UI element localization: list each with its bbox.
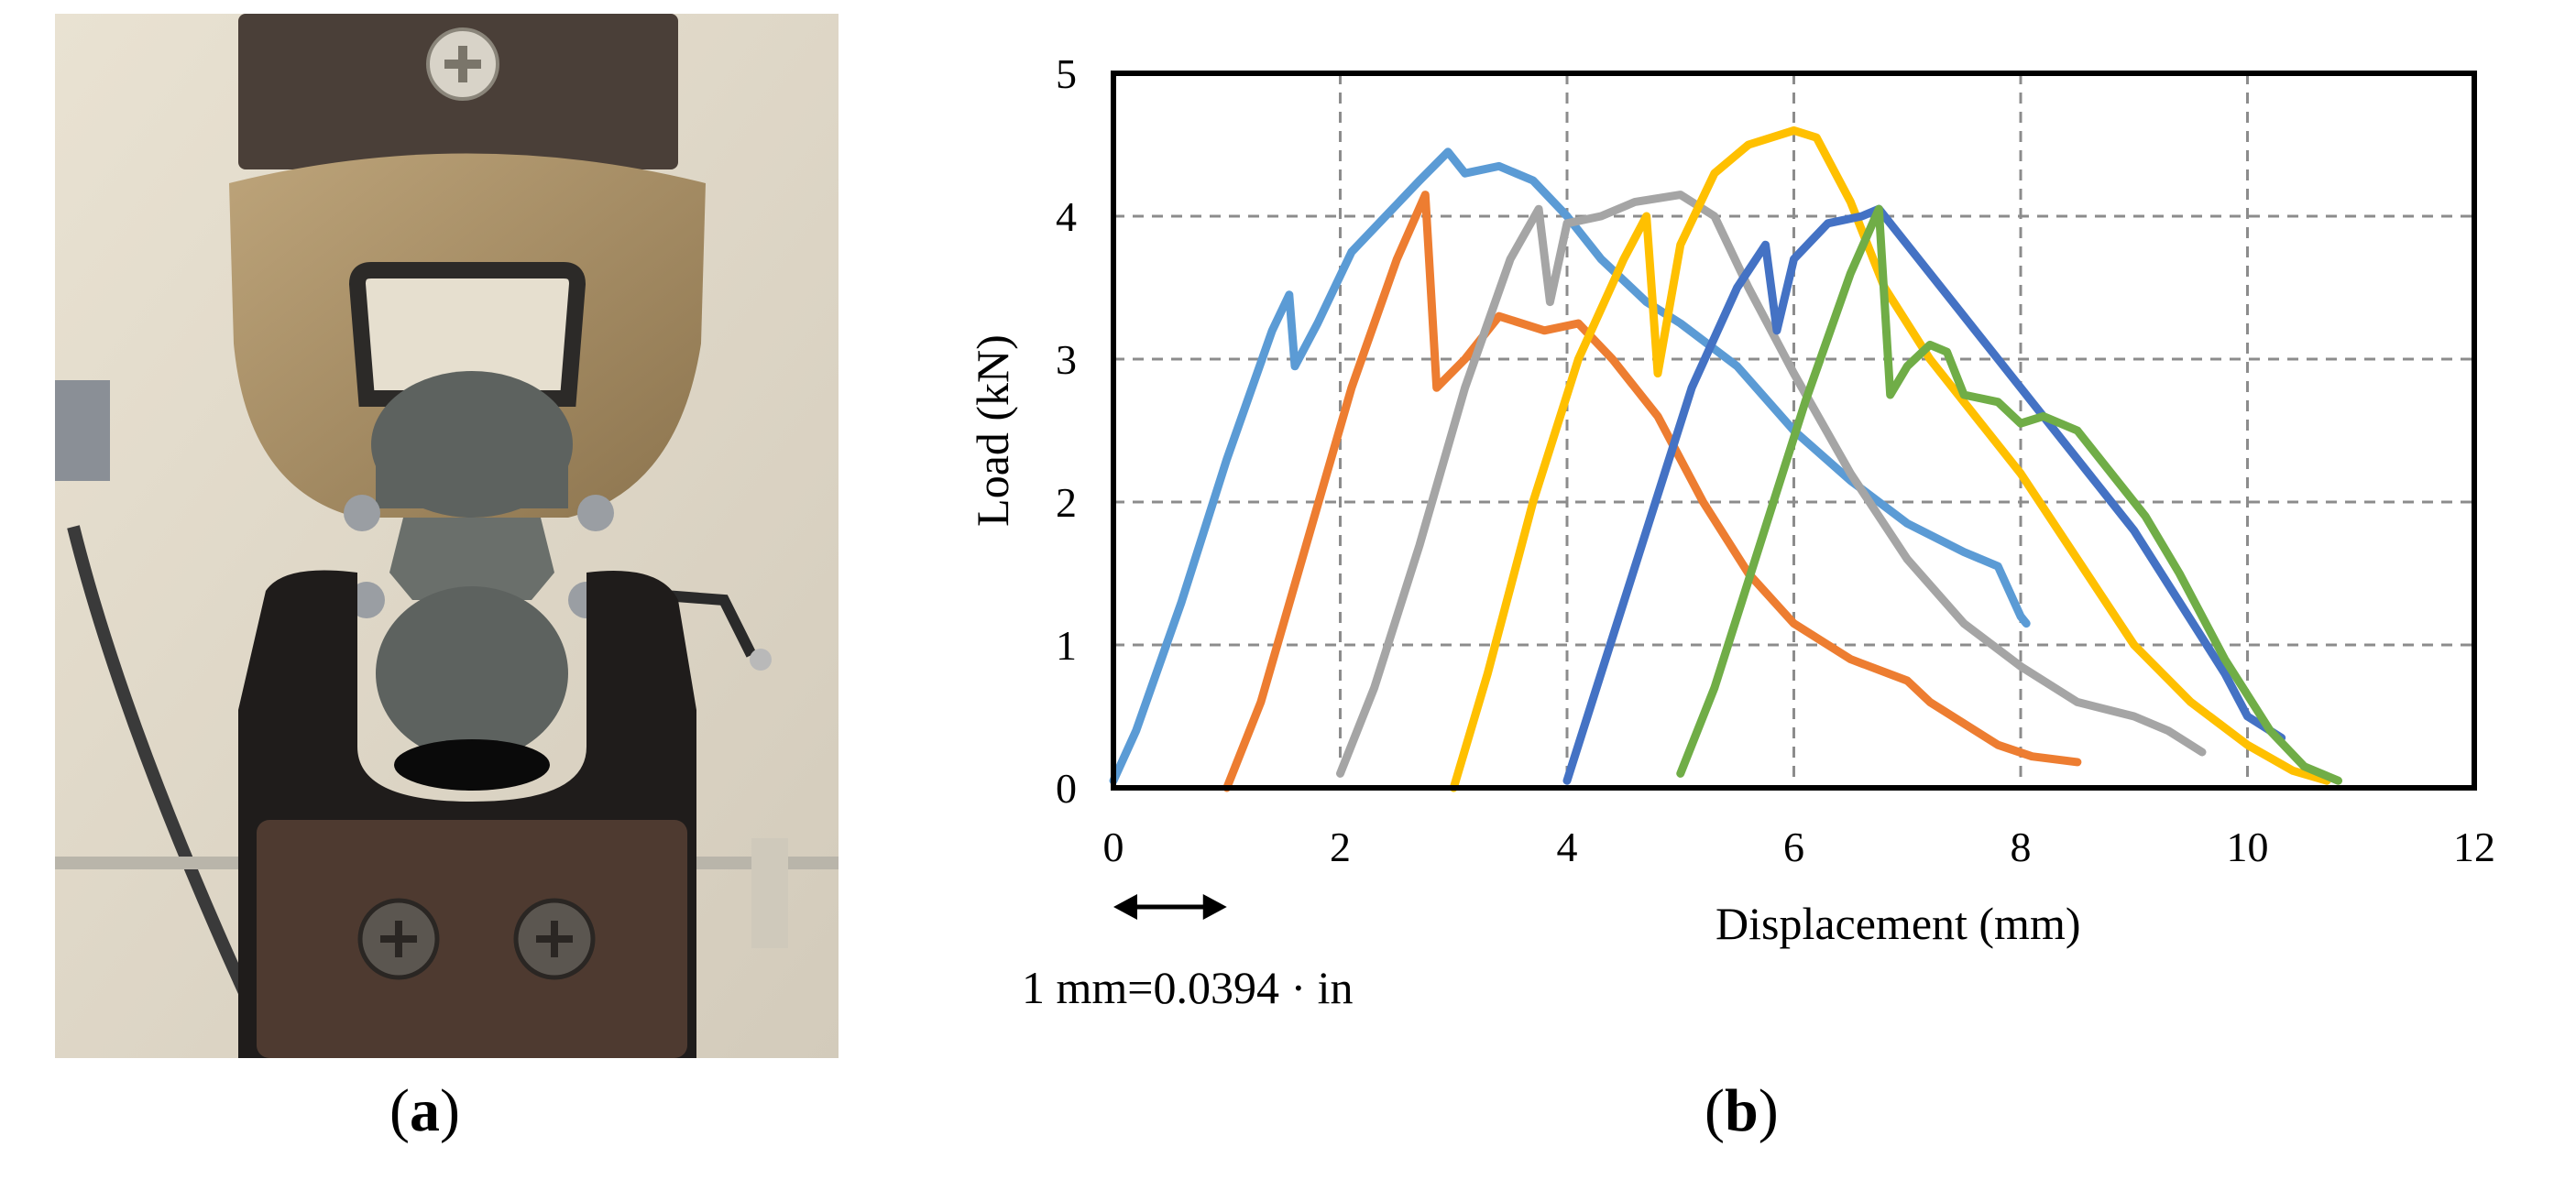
- caption-a: (a): [389, 1077, 460, 1144]
- x-tick-label: 4: [1557, 824, 1578, 870]
- load-displacement-chart: 0 2 4 6 8 10 12 0 1 2 3 4 5 Displacement (mm) Load (…: [953, 27, 2566, 1081]
- y-tick-label: 3: [1056, 336, 1077, 383]
- x-tick-label: 0: [1103, 824, 1124, 870]
- x-tick-label: 8: [2011, 824, 2032, 870]
- series-group: [1109, 126, 2342, 792]
- x-tick-label: 6: [1783, 824, 1804, 870]
- y-axis-title: Load (kN): [967, 334, 1018, 527]
- y-tick-label: 1: [1056, 622, 1077, 669]
- scale-arrow: [1113, 894, 1227, 920]
- x-axis-title: Displacement (mm): [1716, 898, 2081, 949]
- x-tick-label: 12: [2453, 824, 2495, 870]
- x-tick-label: 10: [2227, 824, 2269, 870]
- plot-frame: [1111, 71, 2477, 791]
- grid: [1113, 73, 2474, 788]
- series-line-specimen-1: [1109, 147, 2031, 785]
- y-tick-label: 5: [1056, 50, 1077, 97]
- series-line-specimen-4: [1449, 126, 2331, 792]
- specimen-photo: [55, 14, 839, 1061]
- y-tick-label: 0: [1056, 765, 1077, 812]
- y-tick-label: 4: [1056, 193, 1077, 240]
- unit-conversion-note: 1 mm=0.0394 · in: [1022, 962, 1354, 1013]
- caption-b: (b): [1705, 1077, 1779, 1144]
- series-line-specimen-6: [1676, 204, 2342, 785]
- series-line-specimen-2: [1222, 191, 2082, 792]
- x-tick-label: 2: [1330, 824, 1351, 870]
- tensile-test-fixture-photo-icon: [55, 14, 839, 1061]
- y-tick-label: 2: [1056, 479, 1077, 526]
